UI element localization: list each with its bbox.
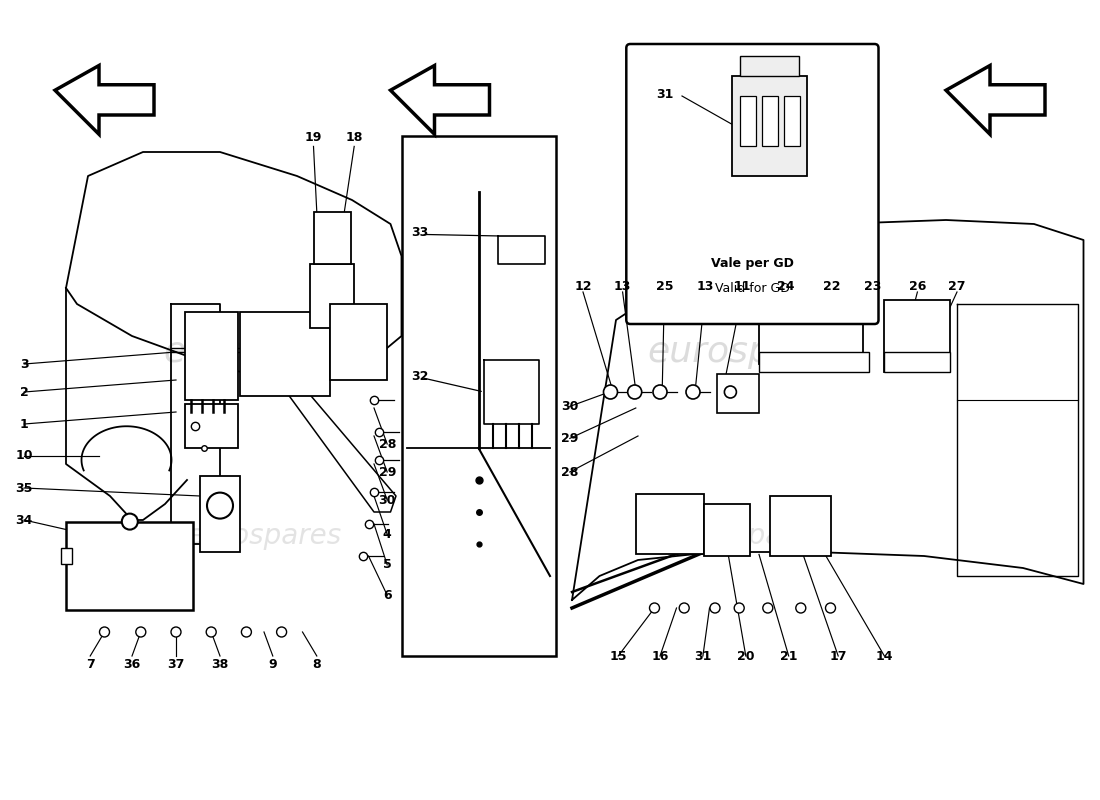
Text: eurospares: eurospares: [670, 522, 826, 550]
Text: 14: 14: [876, 650, 893, 662]
Circle shape: [686, 385, 700, 399]
Polygon shape: [55, 66, 154, 134]
Text: Vale per GD: Vale per GD: [711, 258, 794, 270]
Text: 15: 15: [609, 650, 627, 662]
Text: 22: 22: [823, 280, 840, 293]
Text: 3: 3: [20, 358, 29, 370]
Text: 31: 31: [656, 88, 673, 101]
Text: 35: 35: [15, 482, 33, 494]
Circle shape: [762, 603, 773, 613]
Circle shape: [122, 514, 138, 530]
Bar: [739, 96, 756, 146]
Bar: [884, 300, 950, 372]
Bar: [310, 264, 354, 328]
Bar: [240, 312, 330, 396]
Bar: [636, 494, 704, 554]
Text: 19: 19: [305, 131, 322, 144]
Bar: [783, 96, 800, 146]
Circle shape: [653, 385, 667, 399]
Circle shape: [206, 627, 217, 637]
Text: 30: 30: [561, 400, 579, 413]
Text: 5: 5: [383, 558, 392, 571]
Bar: [402, 136, 556, 656]
Bar: [314, 212, 351, 264]
Text: eurospares: eurospares: [647, 335, 849, 369]
Polygon shape: [946, 66, 1045, 134]
Circle shape: [241, 627, 252, 637]
Text: 17: 17: [829, 650, 847, 662]
Bar: [185, 312, 238, 400]
Bar: [66, 522, 192, 610]
Bar: [761, 96, 778, 146]
Text: 37: 37: [167, 658, 185, 670]
Bar: [739, 56, 799, 76]
Bar: [704, 504, 750, 556]
Text: 13: 13: [696, 280, 714, 293]
Circle shape: [604, 385, 617, 399]
Text: 12: 12: [574, 280, 592, 293]
Text: 18: 18: [345, 131, 363, 144]
Text: 11: 11: [734, 280, 751, 293]
Text: 6: 6: [383, 589, 392, 602]
Circle shape: [628, 385, 641, 399]
Circle shape: [795, 603, 806, 613]
Text: 23: 23: [864, 280, 881, 293]
Circle shape: [825, 603, 836, 613]
Text: 36: 36: [123, 658, 141, 670]
Bar: [200, 476, 240, 552]
Text: eurospares: eurospares: [163, 335, 365, 369]
Circle shape: [725, 386, 736, 398]
Polygon shape: [390, 66, 490, 134]
Text: 30: 30: [378, 494, 396, 506]
Circle shape: [276, 627, 287, 637]
Text: 34: 34: [15, 514, 33, 526]
Bar: [732, 76, 806, 176]
Text: 32: 32: [411, 370, 429, 382]
Text: 29: 29: [378, 466, 396, 478]
Text: Valid for GD: Valid for GD: [715, 282, 790, 294]
Text: 13: 13: [614, 280, 631, 293]
Bar: [770, 496, 830, 556]
Text: 21: 21: [780, 650, 798, 662]
Text: 29: 29: [561, 432, 579, 445]
Text: eurospares: eurospares: [186, 522, 342, 550]
Text: 7: 7: [86, 658, 95, 670]
Text: 27: 27: [948, 280, 966, 293]
Text: 20: 20: [737, 650, 755, 662]
Text: 26: 26: [909, 280, 926, 293]
Bar: [60, 548, 72, 564]
Bar: [759, 296, 864, 364]
Text: 33: 33: [411, 226, 429, 238]
Text: 28: 28: [561, 466, 579, 478]
Bar: [717, 374, 759, 413]
Circle shape: [135, 627, 146, 637]
Bar: [330, 304, 387, 380]
Bar: [884, 352, 950, 372]
Text: 4: 4: [383, 528, 392, 541]
Circle shape: [710, 603, 720, 613]
Text: 31: 31: [694, 650, 712, 662]
Bar: [759, 352, 869, 372]
Text: 28: 28: [378, 438, 396, 450]
Bar: [185, 404, 238, 448]
Text: 8: 8: [312, 658, 321, 670]
Circle shape: [207, 493, 233, 518]
Circle shape: [734, 603, 745, 613]
Circle shape: [99, 627, 110, 637]
Circle shape: [679, 603, 690, 613]
Circle shape: [649, 603, 660, 613]
Text: 24: 24: [777, 280, 794, 293]
Text: 10: 10: [15, 450, 33, 462]
Text: 16: 16: [651, 650, 669, 662]
Text: 9: 9: [268, 658, 277, 670]
Text: 25: 25: [656, 280, 673, 293]
FancyBboxPatch shape: [626, 44, 879, 324]
Text: 1: 1: [20, 418, 29, 430]
Text: 2: 2: [20, 386, 29, 398]
Text: 38: 38: [211, 658, 229, 670]
Circle shape: [170, 627, 182, 637]
